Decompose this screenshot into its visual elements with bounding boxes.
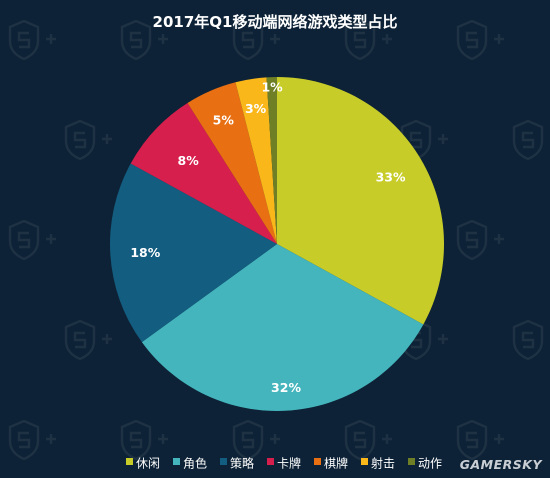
gamersky-watermark: GAMERSKY — [460, 457, 544, 472]
data-label-4: 8% — [178, 153, 200, 168]
watermark-mark-icon — [232, 19, 280, 61]
watermark-mark-icon — [456, 419, 504, 461]
watermark-mark-icon — [120, 419, 168, 461]
data-label-6: 3% — [245, 101, 267, 116]
pie-slice-5 — [187, 82, 277, 244]
pie-slices — [109, 77, 444, 412]
watermark-mark-icon — [232, 419, 280, 461]
legend-item-7: 动作 — [408, 457, 442, 471]
legend-swatch — [220, 458, 227, 465]
watermark-mark-icon — [8, 19, 56, 61]
legend-label: 卡牌 — [277, 457, 301, 471]
legend-item-3: 策略 — [220, 456, 254, 471]
watermark-mark-icon — [344, 19, 392, 61]
watermark-mark-icon — [8, 219, 56, 261]
pie-slice-6 — [235, 77, 277, 245]
legend-swatch — [408, 458, 415, 465]
watermark-mark-icon — [120, 19, 168, 61]
pie-slice-1 — [277, 77, 444, 325]
data-labels: 33% 32% 18% 8% 5% 3% 1% — [130, 80, 406, 395]
pie-slice-2 — [141, 244, 424, 412]
pie-slice-4 — [130, 102, 277, 244]
legend-item-5: 棋牌 — [314, 457, 348, 471]
legend-swatch — [267, 458, 274, 465]
legend-item-1: 休闲 — [126, 457, 160, 471]
legend-label: 策略 — [230, 456, 254, 471]
pie-slice-3 — [109, 163, 277, 343]
legend-item-6: 射击 — [361, 456, 395, 471]
legend-label: 动作 — [418, 457, 442, 471]
legend-label: 休闲 — [136, 457, 160, 471]
watermark-mark-icon — [512, 119, 544, 161]
legend-label: 角色 — [183, 457, 207, 471]
legend-swatch — [126, 458, 133, 465]
legend-label: 棋牌 — [324, 457, 348, 471]
data-label-7: 1% — [261, 80, 283, 95]
watermark-text: GAMERSKY — [460, 457, 544, 472]
legend-swatch — [173, 458, 180, 465]
watermark-mark-icon — [512, 319, 544, 361]
pie-slice-7 — [266, 77, 277, 244]
legend-swatch — [361, 458, 368, 465]
chart-title: 2017年Q1移动端网络游戏类型占比 — [153, 13, 398, 31]
legend-label: 射击 — [371, 456, 395, 471]
data-label-5: 5% — [213, 112, 235, 127]
legend-item-4: 卡牌 — [267, 457, 301, 471]
data-label-1: 33% — [376, 169, 406, 184]
watermark-mark-icon — [64, 119, 112, 161]
watermark-mark-icon — [456, 219, 504, 261]
watermark-mark-icon — [64, 319, 112, 361]
watermark-mark-icon — [344, 419, 392, 461]
legend-item-2: 角色 — [173, 457, 207, 471]
data-label-2: 32% — [271, 380, 301, 395]
data-label-3: 18% — [130, 245, 160, 260]
watermark-mark-icon — [8, 419, 56, 461]
legend-swatch — [314, 458, 321, 465]
watermark-mark-icon — [456, 19, 504, 61]
legend: 休闲 角色 策略 卡牌 棋牌 射击 动作 — [126, 456, 442, 471]
